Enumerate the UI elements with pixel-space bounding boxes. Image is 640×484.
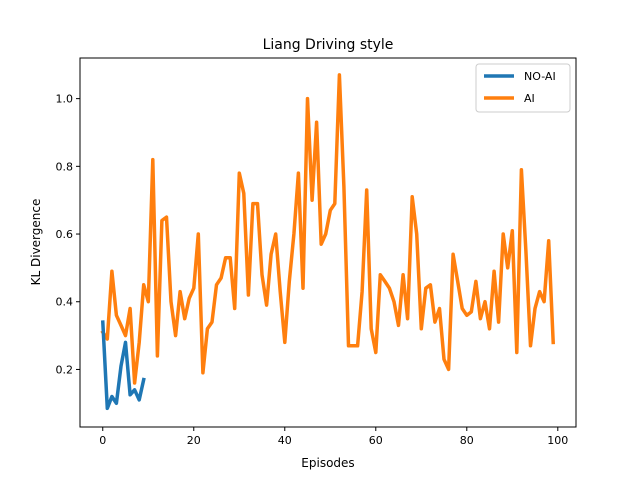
y-tick-label: 1.0: [56, 93, 74, 106]
legend: NO-AI AI: [475, 63, 571, 113]
legend-label: AI: [524, 92, 535, 105]
legend-label: NO-AI: [524, 70, 556, 83]
x-tick-label: 40: [278, 434, 292, 447]
y-tick-label: 0.6: [56, 228, 74, 241]
legend-box: [475, 63, 571, 113]
plot-frame: [79, 57, 577, 428]
x-axis-label: Episodes: [301, 456, 354, 470]
x-tick-label: 0: [99, 434, 106, 447]
x-axis-ticks: 0 20 40 60 80 100: [99, 427, 568, 447]
y-tick-label: 0.8: [56, 160, 74, 173]
x-tick-label: 20: [187, 434, 201, 447]
series-line-no-ai: [100, 320, 146, 411]
y-tick-label: 0.2: [56, 363, 74, 376]
x-tick-label: 60: [369, 434, 383, 447]
series-line-ai: [100, 73, 556, 385]
y-axis-label: KL Divergence: [29, 199, 43, 286]
plot-lines: [100, 73, 556, 411]
x-tick-label: 80: [460, 434, 474, 447]
x-tick-label: 100: [547, 434, 568, 447]
y-axis-ticks: 0.2 0.4 0.6 0.8 1.0: [56, 93, 80, 376]
y-tick-label: 0.4: [56, 296, 74, 309]
chart-title: Liang Driving style: [263, 37, 394, 53]
